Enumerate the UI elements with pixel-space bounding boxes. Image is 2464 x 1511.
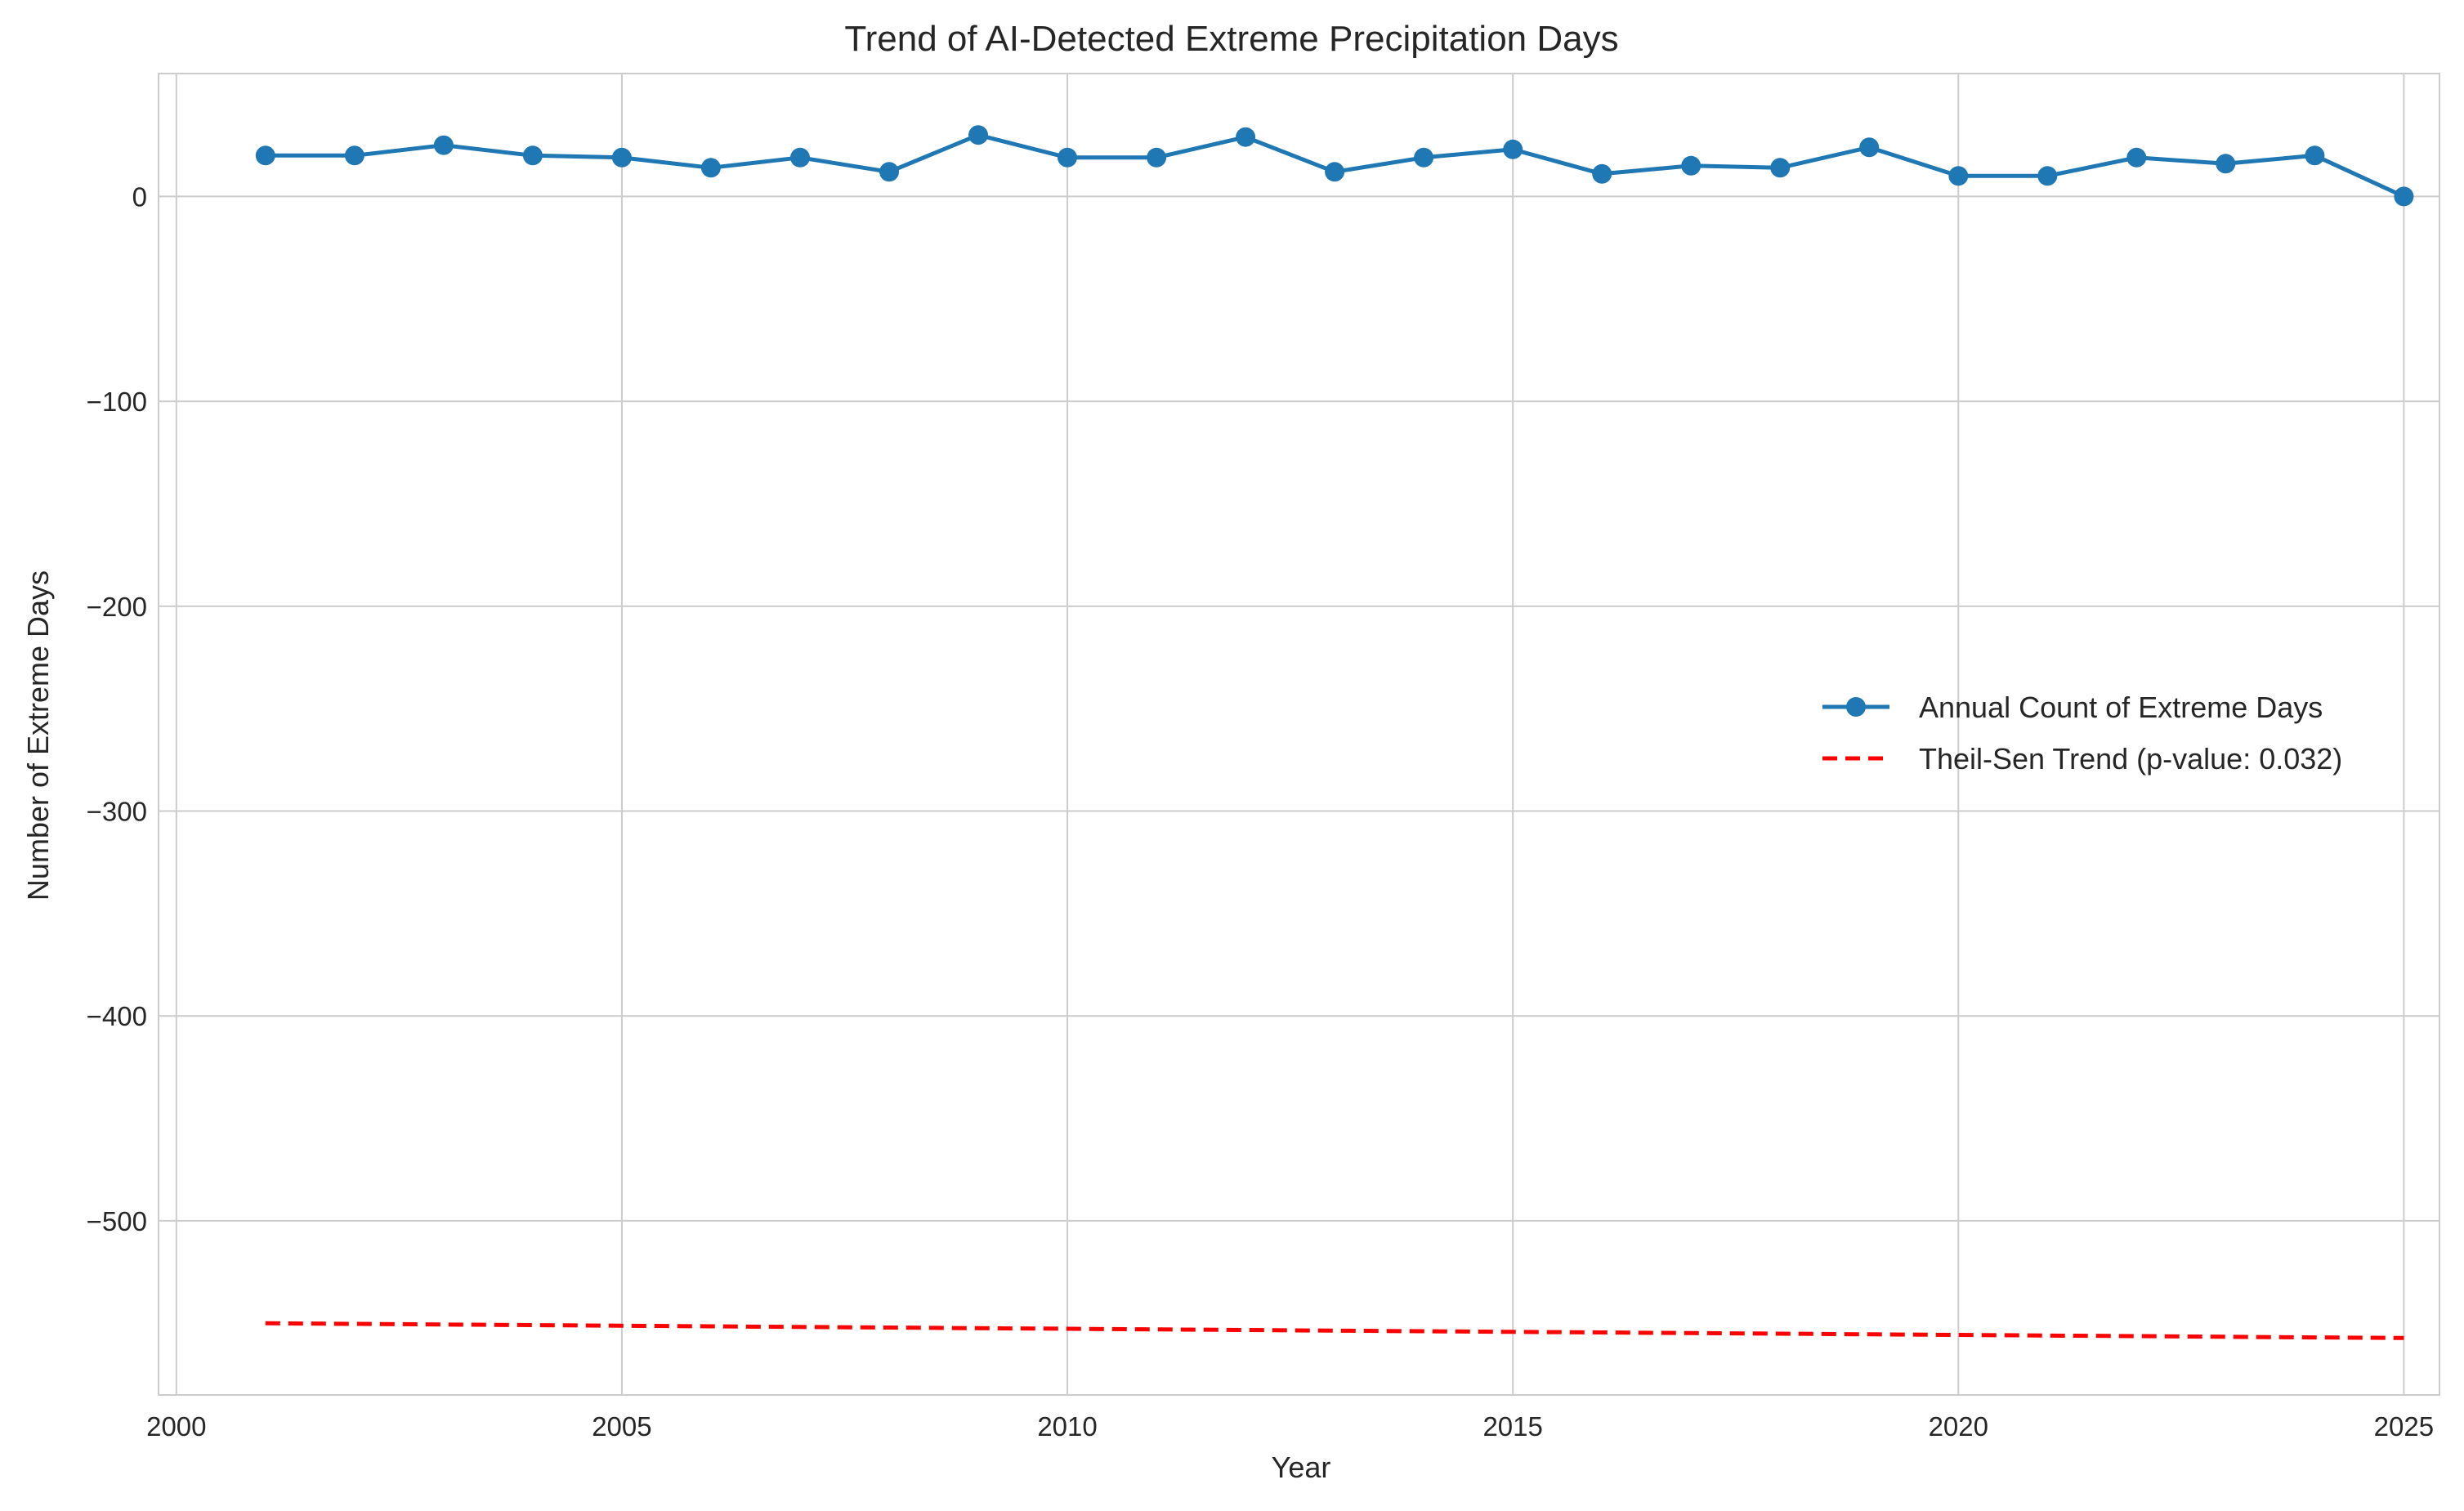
- annual-count-point: [700, 158, 721, 178]
- annual-count-point: [1770, 158, 1791, 178]
- x-tick-label: 2025: [2374, 1411, 2434, 1442]
- tick-labels: 2000 2005 2010 2015 2020 2025 0 −100 −200 −300 −40…: [87, 181, 2434, 1442]
- x-tick-label: 2015: [1482, 1411, 1542, 1442]
- legend-label-trend: Theil-Sen Trend (p-value: 0.032): [1919, 742, 2342, 776]
- series-layer: [255, 125, 2414, 1340]
- annual-count-point: [522, 145, 543, 166]
- annual-count-point: [1058, 147, 1077, 168]
- annual-count-point: [968, 125, 988, 145]
- annual-count-point: [344, 145, 364, 166]
- annual-count-point: [1503, 139, 1523, 159]
- annual-count-point: [879, 162, 899, 182]
- x-tick-label: 2020: [1929, 1411, 1988, 1442]
- annual-count-point: [2305, 145, 2325, 166]
- plot-frame: [158, 73, 2440, 1396]
- annual-count-point: [790, 147, 810, 168]
- annual-count-point: [611, 147, 632, 168]
- y-tick-label: 0: [132, 181, 147, 212]
- annual-count-point: [2126, 147, 2147, 168]
- theil-sen-trend-line: [265, 1321, 2404, 1340]
- annual-count-point: [2037, 166, 2058, 186]
- x-tick-label: 2000: [146, 1411, 206, 1442]
- x-tick-label: 2005: [592, 1411, 651, 1442]
- annual-count-point: [1681, 155, 1702, 176]
- annual-count-point: [1948, 166, 1969, 186]
- annual-count-point: [255, 145, 275, 166]
- x-axis-label: Year: [1272, 1451, 1331, 1484]
- legend: Annual Count of Extreme Days Theil-Sen T…: [1822, 691, 2342, 776]
- annual-count-point: [2216, 154, 2236, 174]
- annual-count-point: [1859, 137, 1880, 158]
- y-tick-label: −200: [87, 592, 147, 622]
- annual-count-point: [1414, 147, 1434, 168]
- y-axis-label: Number of Extreme Days: [21, 570, 55, 901]
- annual-count-point: [1236, 127, 1256, 147]
- y-tick-label: −300: [87, 797, 147, 827]
- annual-count-point: [1592, 163, 1612, 184]
- annual-count-point: [1325, 162, 1345, 182]
- annual-count-point: [2394, 186, 2414, 207]
- y-tick-label: −400: [87, 1001, 147, 1031]
- legend-label-annual: Annual Count of Extreme Days: [1919, 691, 2323, 724]
- x-tick-label: 2010: [1037, 1411, 1097, 1442]
- legend-marker-annual: [1846, 697, 1866, 717]
- y-tick-label: −100: [87, 387, 147, 417]
- chart-title: Trend of AI-Detected Extreme Precipitati…: [844, 19, 1618, 59]
- annual-count-point: [433, 135, 454, 155]
- annual-count-point: [1147, 147, 1167, 168]
- grid: [159, 74, 2439, 1395]
- y-tick-label: −500: [87, 1206, 147, 1236]
